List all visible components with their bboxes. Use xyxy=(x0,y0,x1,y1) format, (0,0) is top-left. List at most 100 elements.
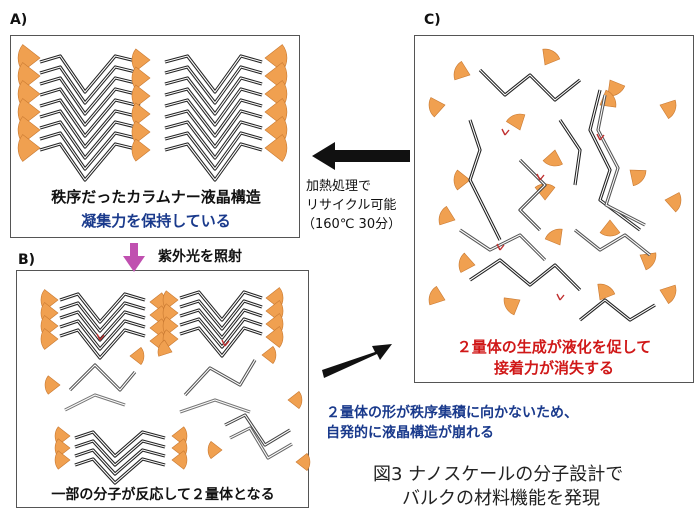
panel-a-left-chain-highlight xyxy=(39,143,141,181)
panel-c-chain-highlight xyxy=(479,69,581,101)
panel-b-top-left-chain-highlight xyxy=(59,320,146,350)
dendron-wedge xyxy=(261,345,277,365)
panel-a-right-chain xyxy=(164,98,263,138)
figure-caption-line1: 図3 ナノスケールの分子設計で xyxy=(373,464,624,485)
panel-c-chain-highlight xyxy=(559,119,581,186)
panel-b-top-left-chain-highlight xyxy=(59,302,146,332)
panel-c-wedge xyxy=(639,252,657,271)
arrow-b-to-c xyxy=(322,344,392,378)
panel-a-right-chain-highlight xyxy=(164,88,263,126)
panel-b-dimer-chain-highlight xyxy=(64,394,126,411)
panel-c-wedge xyxy=(503,297,521,316)
panel-b-top-right-chain xyxy=(179,326,263,358)
dendron-wedge xyxy=(44,375,61,395)
panel-b-dimer-chain xyxy=(179,398,251,414)
panel-a-wedge-center xyxy=(131,120,151,144)
panel-a-right-chain-highlight xyxy=(164,132,263,170)
arrow-c-to-a xyxy=(312,142,410,170)
recycle-label-line1: 加熱処理で xyxy=(306,179,372,194)
panel-b-top-right-chain-highlight xyxy=(179,291,263,321)
disorder-label-line2: 自発的に液晶構造が崩れる xyxy=(326,425,494,441)
panel-a-label: A) xyxy=(10,12,28,28)
panel-a-wedge-center xyxy=(131,102,151,126)
panel-a-right-chain-highlight xyxy=(164,99,263,137)
panel-b-dimer-chain-highlight xyxy=(224,414,291,446)
panel-a-right-chain xyxy=(164,142,263,182)
panel-a-right-chain xyxy=(164,65,263,105)
panel-a-wedge-center xyxy=(131,48,151,72)
panel-c-chain-highlight xyxy=(469,119,501,241)
panel-c-chain-highlight xyxy=(579,299,656,321)
panel-b-top-right-chain-highlight xyxy=(179,327,263,357)
dendron-wedge xyxy=(157,339,173,357)
panel-c-wedge xyxy=(428,97,446,118)
panel-b-top-left-chain-highlight xyxy=(59,293,146,323)
panel-c-wedge xyxy=(542,48,561,66)
panel-c-wedge xyxy=(544,228,563,246)
panel-a-wedge-center xyxy=(131,138,151,162)
recycle-label-line3: （160℃ 30分） xyxy=(302,217,402,232)
panel-b-dimer-chain-highlight xyxy=(184,359,256,396)
dimer-linkage xyxy=(536,173,545,181)
panel-a-right-chain-highlight xyxy=(164,110,263,148)
panel-c-wedge xyxy=(505,113,526,131)
panel-c-wedge xyxy=(629,169,647,187)
panel-a-wedge-right xyxy=(264,134,288,162)
panel-c-chain-highlight xyxy=(597,94,646,226)
dendron-wedge xyxy=(171,450,188,470)
panel-b-top-right-chain xyxy=(179,308,263,340)
panel-c-wedge xyxy=(438,205,456,226)
dimer-linkage xyxy=(596,133,605,141)
panel-a-right-chain xyxy=(164,54,263,94)
panel-c-frame xyxy=(414,35,694,383)
panel-c-chain xyxy=(558,119,582,186)
panel-b-top-right-chain xyxy=(179,299,263,331)
panel-a-right-chain-highlight xyxy=(164,77,263,115)
panel-c-wedge xyxy=(659,284,677,305)
panel-a-left-chain-highlight xyxy=(39,88,141,126)
panel-b-caption: 一部の分子が反応して２量体となる xyxy=(51,487,275,503)
panel-a-wedge-left xyxy=(17,134,41,162)
panel-c-wedge xyxy=(453,60,471,81)
panel-a-right-chain xyxy=(164,131,263,171)
dimer-linkage xyxy=(556,293,565,301)
panel-c-wedge xyxy=(453,169,471,191)
panel-c-chain xyxy=(459,228,547,262)
dimer-linkage xyxy=(496,243,505,251)
panel-c-wedge xyxy=(599,219,621,237)
dendron-wedge xyxy=(295,452,311,472)
panel-a-left-chain-highlight xyxy=(39,121,141,159)
panel-a-left-chain-highlight xyxy=(39,110,141,148)
panel-b-bottom-chain-highlight xyxy=(74,449,166,475)
panel-a-right-chain-highlight xyxy=(164,143,263,181)
disorder-label-line1: ２量体の形が秩序集積に向かないため、 xyxy=(326,405,578,421)
panel-b-top-left-chain-highlight xyxy=(59,329,146,359)
panel-b-dimer-chain-highlight xyxy=(179,399,251,413)
panel-a-right-chain-highlight xyxy=(164,121,263,159)
panel-a-left-chain-highlight xyxy=(39,77,141,115)
panel-b-top-right-chain xyxy=(179,290,263,322)
panel-b-label: B) xyxy=(18,252,36,268)
dimer-linkage xyxy=(221,339,230,347)
panel-a-wedge-center xyxy=(131,66,151,90)
uv-label: 紫外光を照射 xyxy=(158,249,242,265)
panel-a-right-chain xyxy=(164,76,263,116)
dendron-wedge xyxy=(129,346,145,366)
panel-a-left-chain-highlight xyxy=(39,99,141,137)
panel-b-top-left-chain xyxy=(59,292,146,324)
panel-b-dimer-chain xyxy=(229,426,293,460)
panel-c-wedge xyxy=(664,192,682,213)
panel-b-top-right-chain-highlight xyxy=(179,318,263,348)
dendron-wedge xyxy=(54,450,71,470)
panel-c-chain-highlight xyxy=(574,229,651,256)
panel-c-chain xyxy=(468,119,502,241)
panel-b-bottom-chain-highlight xyxy=(74,440,166,466)
panel-a-left-chain-highlight xyxy=(39,66,141,104)
panel-a-left-chain-highlight xyxy=(39,55,141,93)
panel-a-right-chain xyxy=(164,87,263,127)
panel-c-chain-highlight xyxy=(469,259,581,291)
panel-c-wedge xyxy=(458,252,476,273)
dendron-wedge xyxy=(287,390,303,410)
panel-a-right-chain xyxy=(164,109,263,149)
